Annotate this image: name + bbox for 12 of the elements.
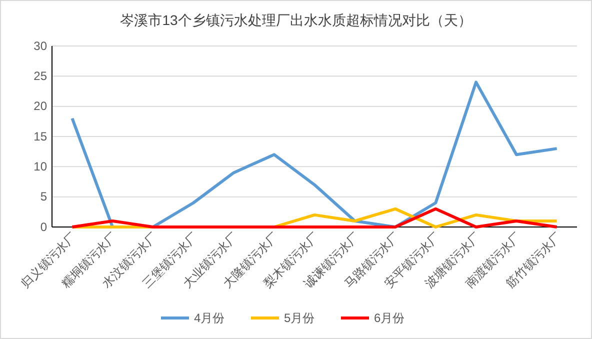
y-tick-label: 30 [34,38,48,53]
chart-title: 岑溪市13个乡镇污水处理厂出水水质超标情况对比（天） [120,12,472,28]
legend-label: 5月份 [284,311,315,325]
line-series [70,207,558,228]
y-tick-label: 25 [34,69,48,84]
y-tick-label: 5 [40,190,48,204]
legend-label: 6月份 [374,311,405,325]
y-tick-label: 0 [40,220,48,234]
y-tick-label: 15 [34,129,48,144]
y-tick-label: 20 [34,99,48,114]
legend-label: 4月份 [194,311,225,325]
y-tick-label: 10 [34,160,48,174]
